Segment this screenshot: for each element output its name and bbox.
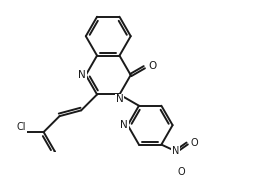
Text: N: N <box>78 70 86 80</box>
Text: Cl: Cl <box>16 122 26 132</box>
Text: N: N <box>120 120 128 130</box>
Text: N: N <box>172 146 180 156</box>
Text: O: O <box>191 138 198 149</box>
Text: O: O <box>178 167 185 177</box>
Text: N: N <box>116 95 123 104</box>
Text: O: O <box>148 61 157 71</box>
